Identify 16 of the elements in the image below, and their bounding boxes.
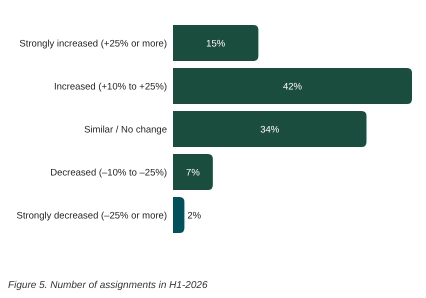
data-label: 34% (260, 124, 280, 136)
y-tick-label: Strongly increased (+25% or more) (19, 38, 167, 50)
y-tick-label: Strongly decreased (–25% or more) (16, 210, 167, 222)
y-tick-label: Decreased (–10% to –25%) (50, 168, 167, 178)
data-label: 15% (206, 38, 226, 50)
data-label: 42% (282, 82, 303, 92)
bar (173, 68, 412, 104)
bar (173, 154, 213, 190)
bar (173, 25, 258, 61)
bar (173, 197, 184, 233)
y-tick-label: Increased (+10% to +25%) (54, 82, 167, 92)
bar (173, 111, 366, 147)
data-label: 7% (186, 168, 200, 178)
y-tick-label: Similar / No change (84, 124, 167, 136)
data-label: 2% (187, 210, 202, 222)
caption: Figure 5. Number of assignments in H1-2026 (8, 280, 208, 291)
